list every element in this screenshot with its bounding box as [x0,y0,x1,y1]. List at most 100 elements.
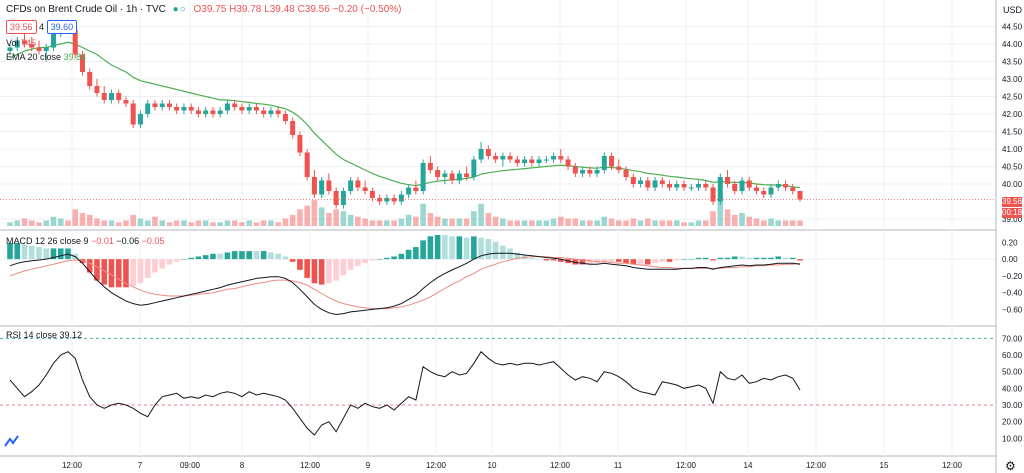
macd-histogram-bar [594,259,600,264]
volume-bar [630,218,637,226]
rsi-tick-label: 70.00 [1002,334,1023,343]
volume-bar [253,222,260,226]
settings-gear-icon[interactable]: ⚙ [1005,459,1016,473]
time-tick-label: 12:00 [942,461,963,470]
macd-histogram-bar [130,259,137,286]
time-tick-label: 7 [138,461,143,470]
rsi-tick-label: 50.00 [1002,368,1023,377]
macd-histogram-bar [601,259,608,262]
candle-body [217,110,223,114]
volume-bar [72,209,79,226]
legend-dots-icon[interactable]: ●○ [172,4,187,15]
candle-body [297,135,303,153]
macd-histogram-bar [369,259,376,261]
tradingview-logo-icon[interactable] [4,434,20,448]
volume-bar [623,220,629,226]
candle-body [239,107,245,111]
candle-body [478,149,484,160]
candle-body [261,110,267,114]
candle-body [377,198,383,202]
macd-tick-label: −0.20 [1002,272,1023,281]
macd-pane [0,235,996,316]
macd-histogram-bar [710,259,716,261]
candle-body [159,103,165,107]
volume-bar [710,211,716,226]
macd-histogram-bar [50,248,57,260]
candle-body [427,163,433,170]
spread-value: 4 [39,22,45,32]
candle-body [166,103,172,107]
time-tick-label: 8 [240,461,245,470]
macd-histogram-bar [152,259,158,273]
rsi-tick-label: 20.00 [1002,418,1023,427]
macd-legend[interactable]: MACD 12 26 close 9 −0.01 −0.06 −0.05 [6,236,165,246]
time-tick-label: 9 [366,461,371,470]
volume-legend[interactable]: Vol 745 [6,38,37,48]
candle-body [123,100,129,104]
volume-bar [463,218,470,226]
volume-bar [137,218,144,226]
candle-body [29,44,35,48]
macd-histogram-bar [478,237,484,260]
volume-bar [188,222,194,226]
symbol-legend[interactable]: CFDs on Brent Crude Oil · 1h · TVC ●○ O3… [6,4,402,15]
volume-bar [304,205,310,226]
candle-body [94,86,100,93]
volume-bar [260,220,267,226]
buy-price-button[interactable]: 39.60 [46,20,78,34]
candle-body [659,180,665,184]
macd-histogram-bar [673,259,680,261]
volume-bar [318,207,325,226]
macd-tick-label: −0.60 [1002,305,1023,314]
candle-body [152,103,158,107]
volume-bar [14,220,21,226]
candle-body [500,156,506,160]
price-tick-label: 40.50 [1002,163,1023,172]
candle-body [696,184,702,188]
volume-bar [94,218,100,226]
rsi-legend[interactable]: RSI 14 close 39.12 [6,330,83,340]
candle-body [145,103,151,114]
time-tick-label: 12:00 [62,461,83,470]
candle-body [79,54,85,72]
symbol-title[interactable]: CFDs on Brent Crude Oil · 1h · TVC [6,4,166,15]
volume-bar [65,220,71,226]
candle-body [630,177,636,184]
sell-price-button[interactable]: 39.56 [6,20,37,34]
volume-bar [514,220,521,226]
candle-body [116,93,122,100]
candle-body [21,40,27,44]
candle-body [616,166,622,170]
volume-bar [108,220,115,226]
macd-histogram-bar [529,257,535,260]
volume-bar [760,220,767,226]
candle-body [551,156,557,160]
volume-bar [695,220,702,226]
candle-body [224,103,230,111]
time-tick-label: 12:00 [300,461,321,470]
currency-label: USD [1003,5,1023,15]
ema-line [9,41,801,189]
macd-histogram-bar [391,256,397,260]
macd-tick-label: −0.40 [1002,289,1023,298]
candle-body [797,191,803,200]
volume-bar [130,214,137,226]
macd-histogram-bar [376,259,383,260]
volume-bar [369,220,376,226]
macd-histogram-bar [405,249,412,260]
volume-bar [579,220,586,226]
volume-bar [572,218,579,226]
candle-body [384,198,390,202]
volume-bar [333,209,339,226]
macd-tick-label: 0.00 [1002,255,1018,264]
ema-legend[interactable]: EMA 20 close 39.84 [6,52,87,62]
macd-histogram-bar [181,259,187,260]
candle-body [210,110,216,114]
trade-box[interactable]: 39.56 4 39.60 [6,20,78,34]
macd-histogram-bar [695,257,702,260]
volume-bar [456,218,463,226]
price-tick-label: 42.00 [1002,110,1023,119]
macd-histogram-bar [231,251,238,260]
candle-body [652,180,658,188]
